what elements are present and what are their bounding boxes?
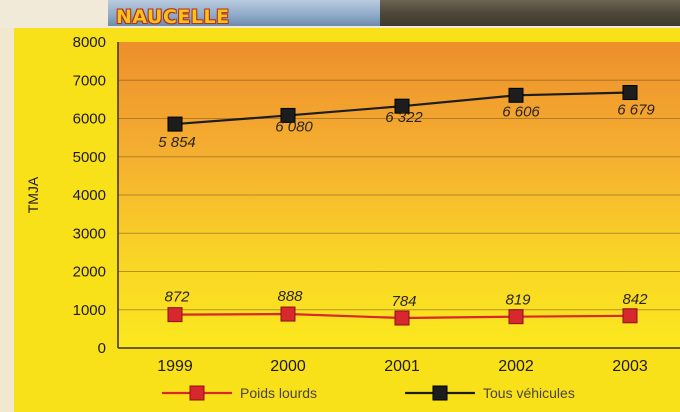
- data-point: [622, 308, 638, 324]
- data-label: 842: [622, 291, 648, 308]
- chart-title: NAUCELLE: [116, 6, 230, 28]
- data-point: [394, 310, 410, 326]
- header-photo-sky: [108, 0, 380, 26]
- legend-marker: [189, 385, 205, 401]
- data-label: 888: [277, 288, 303, 305]
- data-label: 872: [164, 289, 190, 306]
- y-tick-label: 4000: [73, 187, 106, 204]
- x-tick-label: 2003: [612, 358, 648, 375]
- x-tick-label: 2002: [498, 358, 534, 375]
- data-point: [508, 309, 524, 325]
- data-point: [280, 107, 296, 123]
- data-label: 6 322: [385, 109, 423, 126]
- y-axis-title: TMJA: [25, 176, 41, 213]
- data-label: 819: [505, 292, 531, 309]
- data-point: [508, 87, 524, 103]
- data-label: 6 606: [502, 103, 540, 120]
- y-tick-label: 7000: [73, 72, 106, 89]
- legend-label: Tous véhicules: [483, 385, 575, 401]
- x-tick-label: 2001: [384, 358, 420, 375]
- y-tick-label: 0: [98, 340, 106, 357]
- data-point: [622, 85, 638, 101]
- data-point: [167, 116, 183, 132]
- data-label: 6 080: [275, 118, 313, 135]
- y-tick-label: 5000: [73, 149, 106, 166]
- data-label: 6 679: [617, 102, 655, 119]
- data-point: [394, 98, 410, 114]
- y-tick-label: 6000: [73, 111, 106, 128]
- y-tick-label: 8000: [73, 34, 106, 51]
- data-point: [280, 306, 296, 322]
- data-label: 784: [391, 293, 416, 310]
- x-tick-label: 2000: [270, 358, 306, 375]
- legend-marker: [432, 385, 448, 401]
- y-tick-label: 2000: [73, 264, 106, 281]
- data-label: 5 854: [158, 134, 196, 151]
- legend-label: Poids lourds: [240, 385, 317, 401]
- y-tick-label: 1000: [73, 302, 106, 319]
- y-tick-label: 3000: [73, 225, 106, 242]
- header-photo-landscape: [380, 0, 680, 26]
- x-tick-label: 1999: [157, 358, 193, 375]
- data-point: [167, 307, 183, 323]
